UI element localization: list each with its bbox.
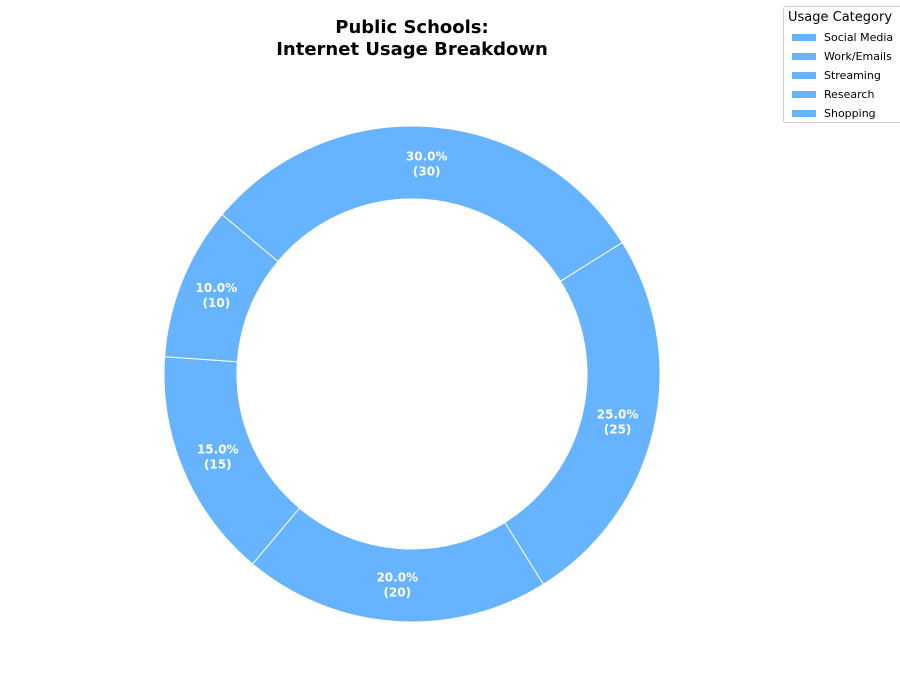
legend-item-streaming: Streaming: [792, 67, 881, 83]
legend-item-social-media: Social Media: [792, 29, 893, 45]
slice-percent-label: 25.0%: [597, 407, 639, 421]
legend-label: Research: [824, 87, 875, 101]
legend-title: Usage Category: [788, 10, 893, 25]
legend-swatch: [792, 52, 816, 60]
slice-social-media: [221, 125, 624, 282]
legend-label: Streaming: [824, 68, 881, 82]
slice-research: [163, 356, 301, 565]
legend-item-research: Research: [792, 86, 874, 102]
donut-slices: [163, 125, 661, 623]
slice-value-label: (20): [383, 585, 411, 599]
legend-swatch: [792, 71, 816, 79]
slice-value-label: (15): [204, 457, 232, 471]
slice-streaming: [251, 507, 545, 623]
slice-work-emails: [504, 241, 661, 586]
slice-percent-label: 10.0%: [196, 281, 238, 295]
chart-title-line-1: Public Schools:: [335, 17, 488, 38]
donut-labels: 30.0%(30) 25.0%(25) 20.0%(20) 15.0%(15) 10.0…: [196, 150, 639, 600]
legend-label: Social Media: [824, 30, 894, 44]
slice-percent-label: 20.0%: [376, 570, 418, 584]
legend: Usage Category Social Media Work/Emails St…: [783, 6, 900, 123]
legend-swatch: [792, 33, 816, 41]
slice-value-label: (30): [413, 165, 441, 179]
slice-percent-label: 15.0%: [197, 442, 239, 456]
legend-swatch: [792, 90, 816, 98]
legend-label: Shopping: [824, 106, 876, 120]
slice-value-label: (10): [203, 296, 231, 310]
legend-item-shopping: Shopping: [792, 105, 876, 121]
slice-value-label: (25): [604, 422, 632, 436]
chart-title-line-2: Internet Usage Breakdown: [276, 39, 548, 60]
slice-percent-label: 30.0%: [406, 150, 448, 164]
legend-swatch: [792, 109, 816, 117]
legend-label: Work/Emails: [824, 49, 892, 63]
slice-shopping: [164, 213, 279, 363]
legend-item-work-emails: Work/Emails: [792, 48, 892, 64]
